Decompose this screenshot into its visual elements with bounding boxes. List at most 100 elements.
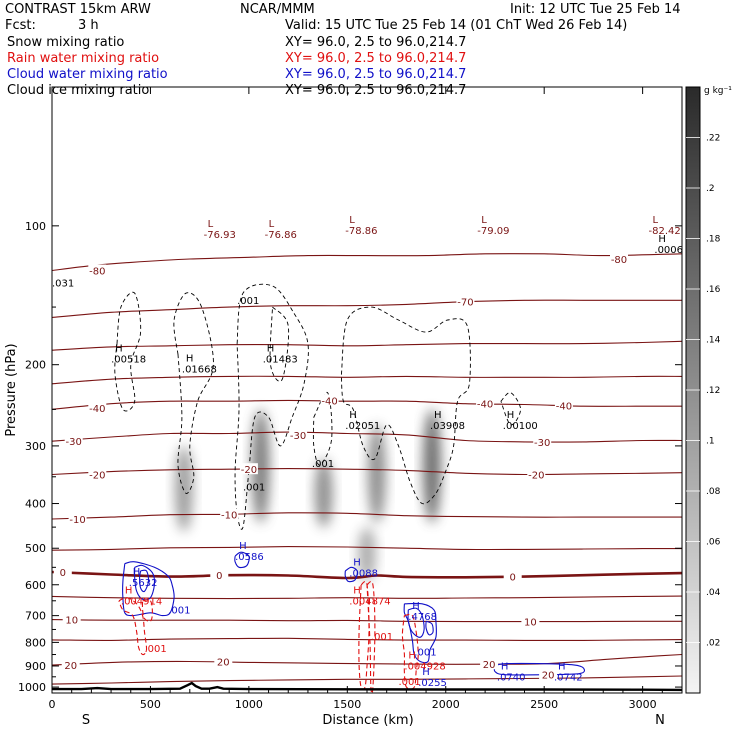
colorbar-tick-label: .04 xyxy=(706,588,721,598)
extremum-marker: H xyxy=(412,601,420,612)
extremum-value: .4768 xyxy=(408,612,437,623)
extremum-marker: H xyxy=(353,557,361,568)
extremum-marker: L xyxy=(349,215,355,226)
y-tick-label: 600 xyxy=(25,579,46,592)
isotherm-label: -20 xyxy=(89,471,105,482)
y-tick-label: 800 xyxy=(25,636,46,649)
isotherm-m10 xyxy=(52,512,682,520)
extremum-value: .001 xyxy=(414,647,436,658)
colorbar-tick-label: .06 xyxy=(706,538,721,548)
isotherm-label: -70 xyxy=(457,298,473,309)
extremum-marker: H xyxy=(658,234,666,245)
cloud-ice-column-3 xyxy=(314,458,333,528)
x-tick-label: 2000 xyxy=(432,698,460,711)
isotherm-label: 10 xyxy=(65,616,78,627)
y-tick-label: 200 xyxy=(25,359,46,372)
extremum-value: .001 xyxy=(168,605,190,616)
extremum-value: .0740 xyxy=(497,673,526,684)
isotherm-label-bg xyxy=(62,613,81,625)
cloud-ice-column-2 xyxy=(251,409,270,523)
extremum-value: .0742 xyxy=(554,673,583,684)
rain-contour-1 xyxy=(118,597,148,656)
isotherm-label: -40 xyxy=(477,400,493,411)
cloud-water-contour-2 xyxy=(134,564,156,601)
y-tick-label: 300 xyxy=(25,440,46,453)
isotherm-label-bg xyxy=(610,253,628,264)
isotherm-label: 0 xyxy=(510,573,516,584)
legend-rain-xy: XY= 96.0, 2.5 to 96.0,214.7 xyxy=(285,51,466,66)
isotherm-m70 xyxy=(52,299,682,319)
extremum-marker: H xyxy=(267,343,275,354)
y-tick-label: 1000 xyxy=(18,681,46,694)
isotherm-label: -10 xyxy=(221,511,237,522)
extremum-marker: H xyxy=(507,410,515,421)
cloud-water-contour-9 xyxy=(344,566,358,583)
isotherm-label-bg xyxy=(220,508,239,520)
legend-cloud-ice-xy: XY= 96.0, 2.5 to 96.0,214.7 xyxy=(285,83,466,98)
colorbar-tick-label: .22 xyxy=(706,134,720,144)
isotherm-25 xyxy=(52,675,682,685)
isotherm-5 xyxy=(52,595,682,600)
isotherm-label-bg xyxy=(88,264,107,276)
y-tick-label: 900 xyxy=(25,660,46,673)
extremum-value: .01668 xyxy=(182,365,217,376)
isotherm-label-bg xyxy=(456,295,475,307)
isotherm-label: 20 xyxy=(483,660,496,671)
extremum-marker: H xyxy=(239,541,247,552)
extremum-value: .03908 xyxy=(430,421,465,432)
isotherm-label-bg xyxy=(503,570,522,582)
org-label: NCAR/MMM xyxy=(240,2,315,17)
y-tick-label: 400 xyxy=(25,498,46,511)
endpoint-south: S xyxy=(82,713,90,728)
extremum-marker: L xyxy=(481,215,487,226)
isotherm-label-bg xyxy=(61,659,80,671)
isotherm-label: -40 xyxy=(556,401,572,412)
plot-layers: -80 -80 -70 -40 -40 -40 -40 -30 -30 -30 -20 -20 -20 -… xyxy=(52,215,689,693)
y-tick-label: 700 xyxy=(25,610,46,623)
extremum-value: .0255 xyxy=(418,678,447,689)
isotherm-label: 20 xyxy=(542,671,555,682)
extremum-value: -76.86 xyxy=(265,230,297,241)
isotherm-label: -30 xyxy=(290,431,306,442)
extremum-value: .001 xyxy=(237,296,259,307)
extremum-value: .031 xyxy=(52,278,74,289)
colorbar-tick-label: .18 xyxy=(706,235,721,245)
extremum-value: .00100 xyxy=(503,421,538,432)
isotherm-label-bg xyxy=(521,615,540,627)
extremum-marker: H xyxy=(133,567,141,578)
cloud-water-contour-3 xyxy=(139,569,150,593)
extremum-value: .01483 xyxy=(263,354,298,365)
x-tick-label: 1500 xyxy=(333,698,361,711)
extremum-value: .02051 xyxy=(345,421,380,432)
snow-contour-4 xyxy=(269,306,290,382)
snow-contour-1 xyxy=(114,291,142,412)
model-title: CONTRAST 15km ARW xyxy=(5,2,151,17)
isotherm-m5 xyxy=(52,546,682,551)
snow-contour-2 xyxy=(173,292,214,494)
extremum-value: .001 xyxy=(399,677,421,688)
colorbar-tick-label: .1 xyxy=(706,437,715,447)
isotherm-10 xyxy=(52,619,682,623)
legend-cloud-water-xy: XY= 96.0, 2.5 to 96.0,214.7 xyxy=(285,67,466,82)
isotherm-label: -20 xyxy=(241,465,257,476)
extremum-value: .004928 xyxy=(404,662,445,673)
extremum-marker: H xyxy=(501,662,509,673)
extremum-value: .00068 xyxy=(654,245,689,256)
extremum-marker: H xyxy=(434,410,442,421)
legend-rain: Rain water mixing ratio xyxy=(7,51,159,66)
legend-cloud-water: Cloud water mixing ratio xyxy=(7,67,168,82)
extremum-marker: H xyxy=(422,667,430,678)
extremum-marker: H xyxy=(125,586,133,597)
legend-snow: Snow mixing ratio xyxy=(7,35,124,50)
snow-contour-3 xyxy=(234,283,309,530)
isotherm-label-bg xyxy=(210,569,229,581)
isotherm-label: -80 xyxy=(89,267,105,278)
cloud-ice-column-6 xyxy=(358,527,376,582)
endpoint-north: N xyxy=(655,713,665,728)
extremum-value: .0586 xyxy=(235,552,264,563)
x-tick-label: 500 xyxy=(140,698,161,711)
extremum-value: .0088 xyxy=(349,568,378,579)
x-tick-label: 3000 xyxy=(629,698,657,711)
isotherm-label-bg xyxy=(53,566,72,577)
